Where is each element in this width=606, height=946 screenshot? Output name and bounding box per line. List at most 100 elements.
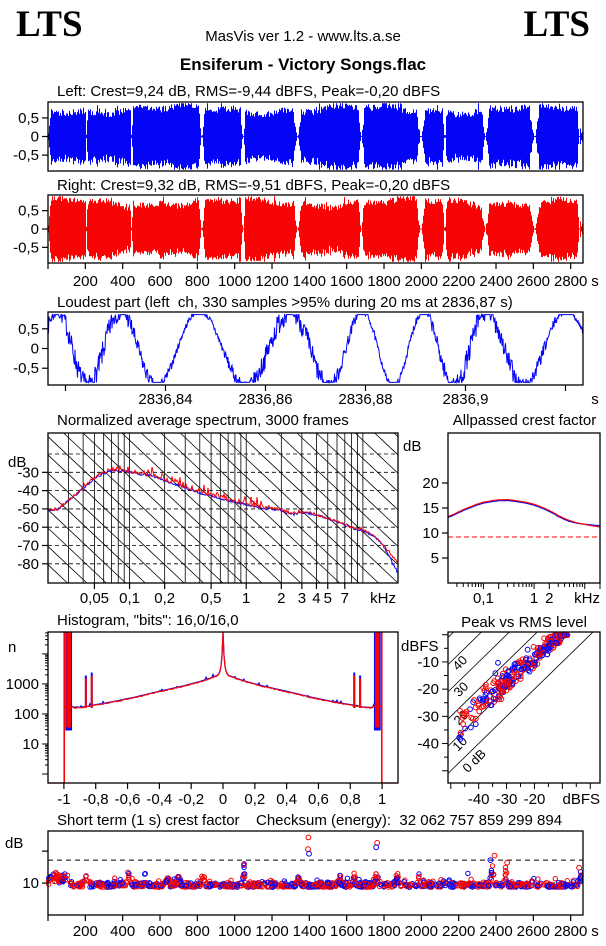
- scatter-point: [293, 880, 299, 887]
- scatter-point: [142, 870, 148, 877]
- scatter-point: [551, 642, 558, 648]
- peak-vs-rms-title: Peak vs RMS level: [461, 614, 587, 631]
- scatter-point: [299, 881, 305, 888]
- diagonal-grid-line: [277, 432, 399, 547]
- tick-label: 3: [298, 590, 306, 607]
- tick-label: -10: [417, 654, 439, 671]
- scatter-point: [249, 882, 255, 888]
- scatter-point: [511, 664, 518, 671]
- tick-label: -30: [417, 708, 439, 725]
- tick-label: 1: [242, 590, 250, 607]
- spectrum-title: Normalized average spectrum, 3000 frames: [57, 412, 349, 429]
- scatter-point: [545, 645, 552, 652]
- scatter-point: [429, 884, 435, 890]
- scatter-point: [372, 873, 379, 880]
- tick-label: 1000: [6, 676, 39, 693]
- scatter-point: [209, 881, 215, 887]
- diagonal-grid-line: [47, 509, 127, 584]
- tick-label: 0,6: [308, 791, 329, 808]
- scatter-point: [519, 881, 525, 887]
- diagonal-grid-line: [47, 436, 204, 584]
- diagonal-grid-line: [316, 432, 399, 511]
- scatter-point: [528, 882, 534, 889]
- lts-logo-right: LTS: [523, 4, 590, 45]
- tick-label: 2836,9: [443, 391, 489, 408]
- scatter-point: [488, 876, 495, 882]
- scatter-point: [371, 878, 378, 885]
- diagonal-grid-line: [141, 432, 302, 584]
- scatter-point: [78, 879, 85, 885]
- tick-label: 0,4: [276, 791, 297, 808]
- tick-label: 200: [73, 923, 98, 940]
- scatter-point: [534, 883, 541, 889]
- diagonal-grid-line: [296, 432, 399, 529]
- scatter-point: [465, 870, 471, 877]
- scatter-point: [500, 880, 507, 886]
- diagonal-grid-line: [63, 432, 224, 584]
- scatter-point: [416, 871, 422, 877]
- diagonal-grid-line: [102, 432, 263, 584]
- scatter-point: [457, 707, 463, 714]
- scatter-point: [495, 659, 501, 666]
- tick-label: 2600: [517, 273, 550, 290]
- scatter-point: [112, 875, 118, 881]
- scatter-point: [504, 679, 511, 686]
- tick-label: 0,1: [119, 590, 140, 607]
- scatter-point: [493, 879, 499, 886]
- scatter-point: [501, 683, 508, 690]
- tick-label: 200: [73, 273, 98, 290]
- diagonal-grid-line: [47, 527, 107, 584]
- scatter-point: [301, 882, 307, 888]
- scatter-point: [416, 873, 422, 880]
- scatter-point: [552, 876, 558, 882]
- scatter-point: [470, 699, 477, 705]
- tick-label: 1200: [255, 273, 288, 290]
- tick-label: 0,5: [18, 321, 39, 338]
- scatter-point: [539, 652, 546, 659]
- scatter-point: [511, 661, 518, 668]
- sample-histogram-plot: 1000 100 10 -1 -0,8 -0,6 -0,4 -0,2 0 0,2 0,4 0,6 0,8…: [6, 631, 399, 808]
- track-title: Ensiferum - Victory Songs.flac: [179, 55, 427, 74]
- scatter-point: [505, 667, 512, 674]
- scatter-point: [570, 879, 576, 885]
- scatter-point: [420, 882, 426, 889]
- tick-label: 0: [31, 129, 39, 146]
- outlier-point: [305, 846, 311, 853]
- tick-label: 0: [31, 341, 39, 358]
- diagonal-grid-line: [121, 432, 282, 584]
- scatter-point: [512, 678, 519, 684]
- scatter-point: [338, 879, 345, 885]
- plot-frame: [447, 631, 601, 784]
- scatter-point: [560, 881, 567, 887]
- tick-label: -40: [17, 483, 39, 500]
- tick-label: 2800: [554, 923, 587, 940]
- scatter-point: [554, 883, 560, 889]
- scatter-point: [438, 877, 444, 883]
- tick-label: 10: [422, 525, 439, 542]
- scatter-point: [545, 884, 552, 890]
- scatter-point: [124, 878, 130, 884]
- tick-label: 2836,86: [238, 391, 292, 408]
- scatter-point: [530, 644, 537, 650]
- scatter-point: [46, 877, 52, 884]
- diagonal-grid-line: [160, 432, 321, 584]
- scatter-point: [46, 881, 52, 887]
- spectrum-left-trace: [48, 468, 399, 574]
- scatter-point: [141, 880, 147, 886]
- tick-label: 4: [312, 590, 320, 607]
- tick-label: -0,5: [13, 239, 39, 256]
- scatter-point: [408, 882, 415, 888]
- scatter-point: [494, 681, 501, 687]
- scatter-point: [100, 884, 107, 890]
- tick-label: 15: [422, 500, 439, 517]
- scatter-point: [129, 882, 135, 888]
- scatter-point: [502, 864, 509, 871]
- y-unit-label: dB: [8, 454, 26, 471]
- scatter-point: [337, 872, 343, 879]
- scatter-point: [88, 879, 94, 885]
- scatter-point: [459, 715, 466, 721]
- scatter-point: [412, 883, 418, 889]
- outlier-point: [241, 861, 247, 868]
- scatter-point: [522, 656, 529, 663]
